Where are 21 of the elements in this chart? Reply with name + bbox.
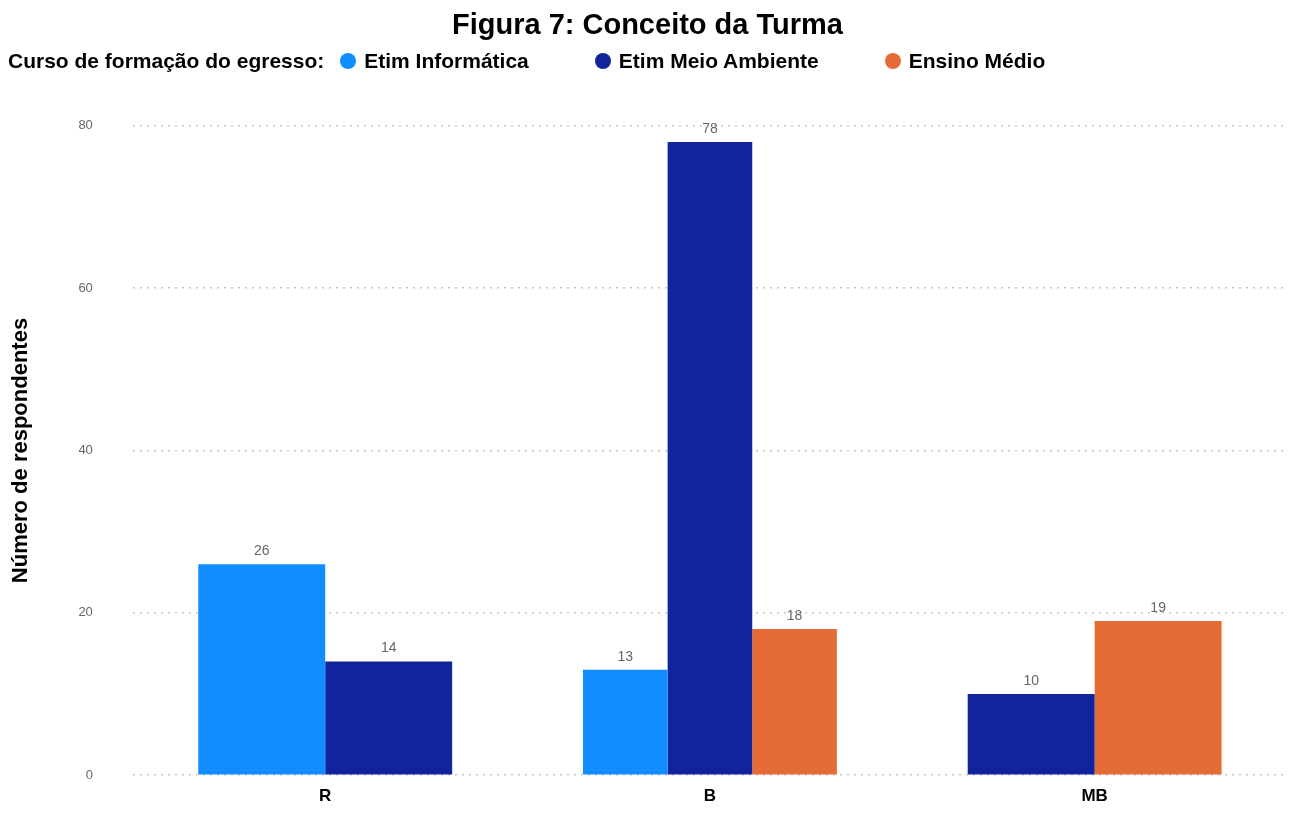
data-label: 78	[702, 119, 718, 136]
y-tick-label: 40	[78, 442, 93, 458]
data-label: 19	[1150, 598, 1167, 615]
y-axis-title: Número de respondentes	[7, 317, 33, 584]
x-tick-label: R	[319, 786, 332, 806]
y-tick-label: 60	[78, 279, 93, 295]
data-label: 14	[380, 639, 397, 656]
data-label: 18	[786, 606, 803, 623]
x-tick-label: B	[703, 786, 717, 806]
legend-label: Ensino Médio	[908, 49, 1046, 73]
legend-label: Etim Informática	[364, 49, 529, 73]
legend-label: Etim Meio Ambiente	[618, 49, 819, 73]
data-label: 13	[617, 647, 634, 664]
data-label: 10	[1023, 671, 1040, 688]
y-tick-label: 20	[78, 604, 93, 620]
x-tick-label: MB	[1081, 786, 1108, 806]
y-tick-label: 80	[78, 117, 93, 133]
data-label: 26	[253, 542, 270, 558]
chart-title: Figura 7: Conceito da Turma	[451, 7, 844, 42]
y-tick-label: 0	[85, 766, 93, 782]
legend-title: Curso de formação do egresso:	[8, 49, 325, 73]
